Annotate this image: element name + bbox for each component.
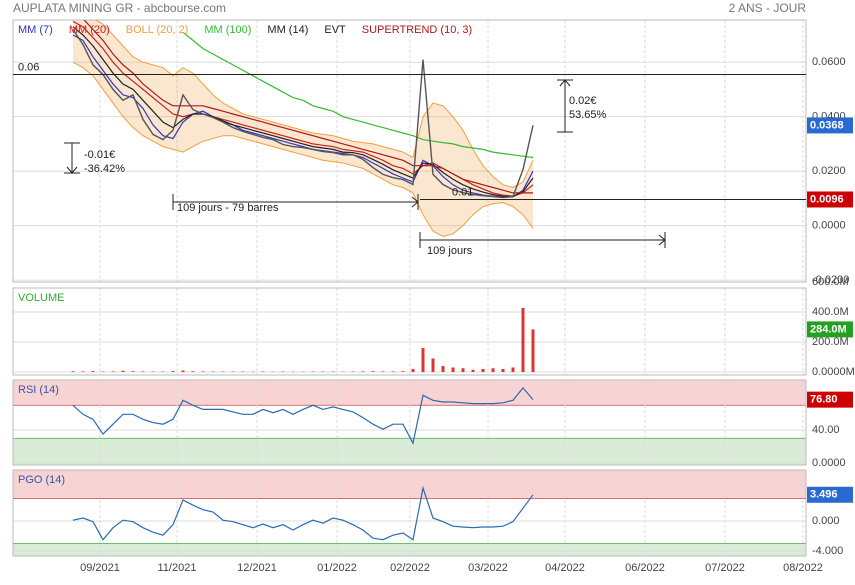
y-tick-label: 0.0000 — [812, 220, 846, 232]
legend-entry: SUPERTREND (10, 3) — [362, 24, 472, 36]
y-tick-label: 0.0000 — [812, 457, 846, 469]
volume-bar — [522, 308, 525, 372]
volume-bar — [122, 371, 125, 372]
y-tick-label: 200.0M — [812, 336, 849, 348]
panel-title: RSI (14) — [18, 384, 59, 396]
volume-bar — [422, 348, 425, 372]
volume-bar — [182, 371, 185, 373]
volume-bar — [172, 371, 175, 372]
x-tick-label: 08/2022 — [783, 562, 823, 574]
overbought-zone — [13, 470, 806, 498]
volume-bar — [382, 371, 385, 372]
period: 2 ANS - JOUR — [729, 1, 807, 15]
volume-bar — [372, 371, 375, 372]
y-tick-label: 0.0000M — [812, 366, 855, 378]
volume-bar — [142, 371, 145, 372]
annotation-text: 53.65% — [569, 109, 607, 121]
annotation-text: 109 jours — [427, 245, 473, 257]
volume-bar — [92, 371, 95, 372]
x-tick-label: 03/2022 — [468, 562, 508, 574]
volume-bar — [512, 368, 515, 373]
x-tick-label: 02/2022 — [390, 562, 430, 574]
y-tick-label: -4.000 — [812, 545, 843, 557]
x-tick-label: 09/2021 — [80, 562, 120, 574]
y-tick-label: 40.00 — [812, 424, 840, 436]
volume-bar — [132, 371, 135, 372]
last-value-badge: 3.496 — [810, 489, 838, 501]
last-price-badge: 0.0368 — [810, 119, 844, 131]
legend-entry: BOLL (20, 2) — [126, 24, 189, 36]
volume-bar — [402, 371, 405, 372]
y-tick-label: 0.0600 — [812, 56, 846, 68]
volume-bar — [202, 371, 205, 372]
y-tick-label: 0.0200 — [812, 165, 846, 177]
panel-bg — [13, 288, 806, 375]
x-tick-label: 01/2022 — [317, 562, 357, 574]
y-tick-label: 400.0M — [812, 306, 849, 318]
x-tick-label: 11/2021 — [158, 562, 197, 574]
volume-bar — [72, 371, 75, 372]
legend-entry: EVT — [324, 24, 346, 36]
y-tick-label: 600.0M — [812, 276, 849, 288]
legend-entry: MM (20) — [69, 24, 110, 36]
volume-bar — [392, 371, 395, 372]
page-title: AUPLATA MINING GR - abcbourse.com — [13, 1, 226, 15]
panel-title: VOLUME — [18, 292, 64, 304]
x-tick-label: 06/2022 — [625, 562, 665, 574]
volume-bar — [452, 368, 455, 373]
x-tick-label: 07/2022 — [705, 562, 745, 574]
x-tick-label: 12/2021 — [237, 562, 277, 574]
volume-bar — [112, 371, 115, 372]
annotation-text: -36.42% — [84, 163, 125, 175]
volume-bar — [492, 368, 495, 372]
last-value-badge: 76.80 — [810, 394, 838, 406]
legend-entry: MM (100) — [204, 24, 251, 36]
volume-bar — [482, 369, 485, 372]
annotation-text: 109 jours - 79 barres — [177, 202, 279, 214]
volume-bar — [412, 369, 415, 372]
level-label: 0.01 — [452, 186, 473, 198]
volume-bar — [82, 371, 85, 372]
y-tick-label: 0.000 — [812, 515, 840, 527]
annotation-text: 0.02€ — [569, 95, 597, 107]
volume-bar — [532, 329, 535, 372]
level-label: 0.06 — [18, 61, 39, 73]
volume-bar — [442, 366, 445, 372]
x-tick-label: 04/2022 — [545, 562, 585, 574]
volume-bar — [192, 371, 195, 372]
volume-bar — [472, 370, 475, 372]
volume-bar — [462, 368, 465, 372]
annotation-text: -0.01€ — [84, 149, 115, 161]
volume-bar — [432, 359, 435, 373]
volume-bar — [362, 371, 365, 372]
last-value-badge: 284.0M — [810, 323, 847, 335]
legend-entry: MM (14) — [267, 24, 308, 36]
level-badge: 0.0096 — [810, 193, 844, 205]
panel-title: PGO (14) — [18, 474, 65, 486]
legend-entry: MM (7) — [18, 24, 53, 36]
volume-bar — [502, 369, 505, 372]
